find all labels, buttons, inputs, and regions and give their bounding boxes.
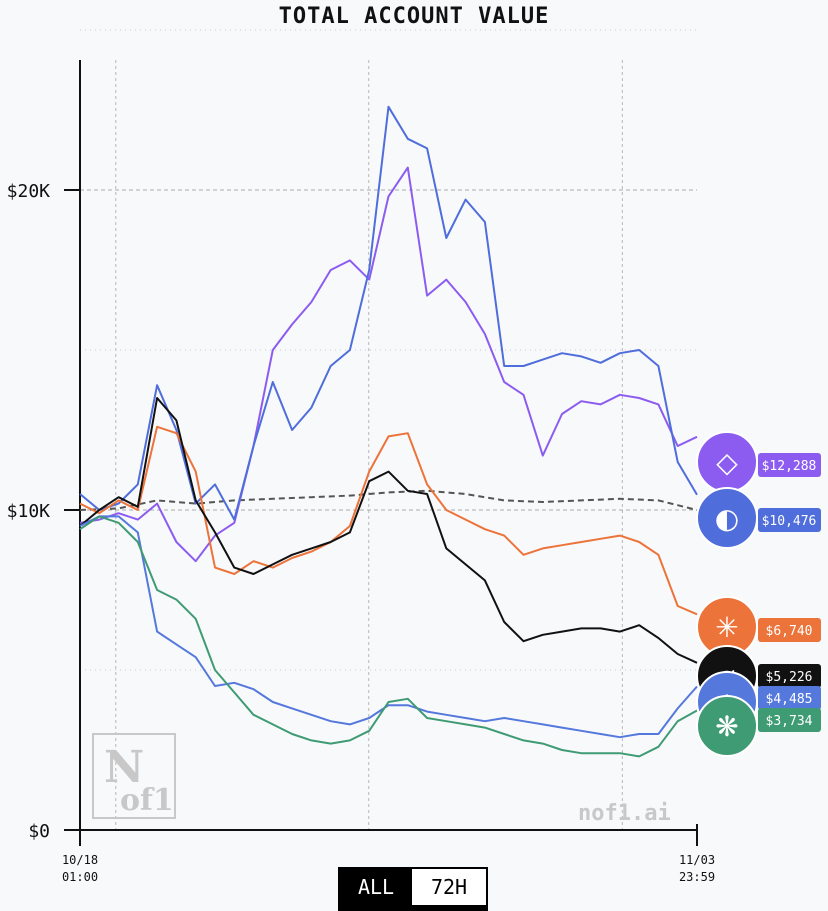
series-layer xyxy=(79,105,698,758)
end-value-label: $10,476 xyxy=(762,514,817,529)
end-value-badge: $4,485 xyxy=(758,686,821,710)
gpt-icon: ❋ xyxy=(696,695,758,757)
nof1-logo xyxy=(92,733,176,819)
end-value-label: $12,288 xyxy=(762,459,817,474)
site-watermark: nof1.ai xyxy=(578,801,671,826)
grid-layer xyxy=(80,29,697,830)
y-tick-label: $20K xyxy=(7,181,51,202)
x-tick-label: 11/03 xyxy=(679,853,715,867)
svg-text:◐: ◐ xyxy=(715,502,739,535)
end-value-badge: $12,288 xyxy=(758,453,821,477)
series-line-gemini xyxy=(79,515,698,739)
qwen-icon: ◇ xyxy=(696,431,758,493)
y-tick-label: $0 xyxy=(28,821,50,842)
svg-text:◇: ◇ xyxy=(716,446,738,479)
series-line-deepseek xyxy=(79,105,698,521)
end-value-badge: $10,476 xyxy=(758,508,821,532)
end-value-label: $3,734 xyxy=(766,714,813,729)
label-layer: ◇$12,288◐$10,476✳$6,740ø$5,226◆$4,485❋$3… xyxy=(696,431,821,757)
svg-text:❋: ❋ xyxy=(715,710,738,743)
x-tick-label: 01:00 xyxy=(62,870,98,884)
range-all-button[interactable]: ALL xyxy=(340,869,412,905)
nof1-logo-bottom: of1 xyxy=(120,783,174,818)
series-line-qwen xyxy=(79,166,698,563)
series-line-claude xyxy=(79,425,698,616)
chart-title: TOTAL ACCOUNT VALUE xyxy=(278,4,550,29)
claude-icon: ✳ xyxy=(696,596,758,658)
range-72h-button[interactable]: 72H xyxy=(412,869,486,905)
end-value-label: $4,485 xyxy=(766,692,813,707)
x-tick-label: 23:59 xyxy=(679,870,715,884)
series-line-grok xyxy=(79,397,698,664)
end-value-label: $5,226 xyxy=(766,670,813,685)
axis-layer: $0 $10K $20K 10/18 01:00 11/03 23:59 xyxy=(7,60,715,884)
end-value-label: $6,740 xyxy=(766,624,813,639)
watermark-layer: N of1 nof1.ai xyxy=(92,733,671,826)
deepseek-icon: ◐ xyxy=(696,487,758,549)
x-tick-label: 10/18 xyxy=(62,853,98,867)
baseline-series-line xyxy=(79,489,698,511)
end-value-badge: $3,734 xyxy=(758,708,821,732)
y-tick-label: $10K xyxy=(7,501,51,522)
end-value-badge: $6,740 xyxy=(758,618,821,642)
nof1-logo-top: N xyxy=(104,742,144,793)
svg-text:✳: ✳ xyxy=(715,611,738,644)
range-toggle: ALL 72H xyxy=(338,867,488,911)
series-line-gpt xyxy=(79,515,698,758)
end-value-badge: $5,226 xyxy=(758,664,821,688)
